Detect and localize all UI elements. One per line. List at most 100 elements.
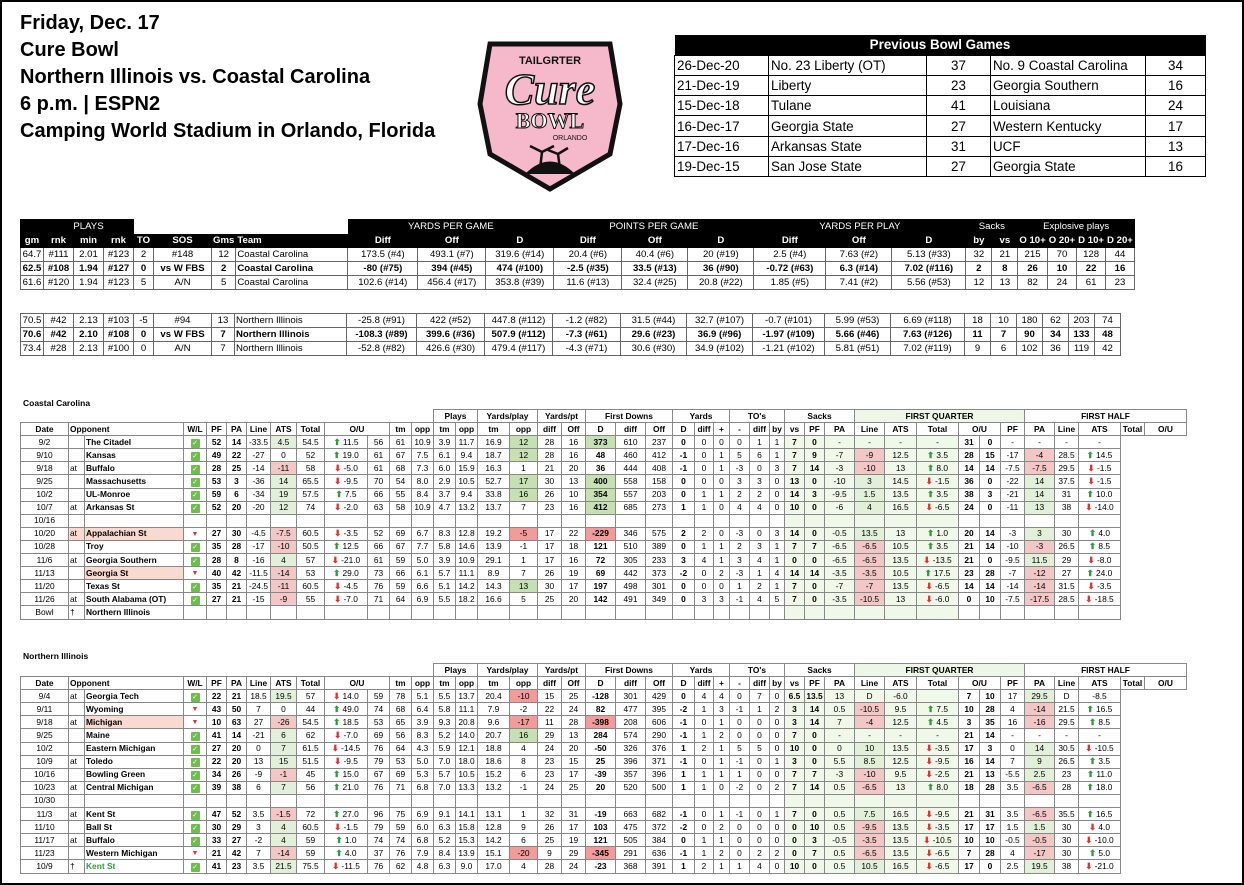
score: 30 xyxy=(226,526,247,541)
sack-diff: 3 xyxy=(729,474,750,489)
cell: 2 xyxy=(769,780,785,795)
stat-cell: -0.72 (#63) xyxy=(753,261,827,276)
opponent-name: Michigan xyxy=(84,715,184,730)
arrow-down-icon: ⬇ xyxy=(334,462,342,473)
arrow-down-icon: ⬇ xyxy=(332,860,340,871)
cell: 384 xyxy=(645,833,673,848)
h-over-under: ⬇ -14.0 xyxy=(1078,500,1121,515)
q-pa: 14 xyxy=(804,715,825,730)
matchup: Northern Illinois vs. Coastal Carolina xyxy=(20,66,371,88)
rate-cell: 19.2 xyxy=(477,526,510,541)
h-pa: 35 xyxy=(979,715,1001,730)
q-total: 10.5 xyxy=(884,539,917,555)
cell: 606 xyxy=(645,715,673,730)
stat-cell: 2.5 (#4) xyxy=(753,247,827,262)
q-line: 5.5 xyxy=(824,754,855,769)
h-over-under: ⬆ 3.5 xyxy=(1078,754,1121,769)
game-date: 11/26 xyxy=(20,592,69,607)
sack-diff xyxy=(729,605,750,620)
rate-cell: 13.2 xyxy=(455,500,478,515)
cell xyxy=(21,664,434,677)
cell: 16 xyxy=(561,448,586,463)
rate-cell xyxy=(455,793,478,809)
over-under: ⬆ 18.5 xyxy=(324,715,368,730)
ats: 7 xyxy=(270,741,297,756)
h-pf: 20 xyxy=(958,526,980,541)
h-pf xyxy=(958,793,980,809)
opponent-name: Arkansas St xyxy=(84,500,184,515)
stats-group-row: PLAYS YARDS PER GAME POINTS PER GAME YARDS … xyxy=(20,219,1135,234)
rate-cell: 11.7 xyxy=(455,435,478,450)
h-line: 7 xyxy=(1000,754,1025,769)
h-ats: -17.5 xyxy=(1024,592,1055,607)
rate-cell: 67 xyxy=(389,448,412,463)
cell: 2 xyxy=(749,487,770,502)
h-pf: 28 xyxy=(958,448,980,463)
cell: 0 xyxy=(749,715,770,730)
column-header: opp xyxy=(455,422,478,437)
score: 27 xyxy=(206,741,227,756)
stat-cell: 0 xyxy=(133,327,154,342)
opponent-name: Western Michigan xyxy=(84,846,184,861)
ats: -10 xyxy=(270,539,297,555)
column-header: diff xyxy=(694,422,714,437)
arrow-up-icon: ⬆ xyxy=(333,716,341,727)
cell: 1 xyxy=(713,859,730,874)
ats: 4 xyxy=(270,820,297,835)
stat-cell: 319.6 (#14) xyxy=(485,247,555,262)
rate-cell: 67 xyxy=(389,539,412,555)
loss-icon: ▼ xyxy=(191,706,199,714)
cell: 30 xyxy=(537,474,562,489)
cell: 2 xyxy=(713,846,730,861)
h-line: -21 xyxy=(1000,487,1025,502)
q-line: -3 xyxy=(824,461,855,476)
q-total: 16.5 xyxy=(884,859,917,874)
rate-cell: 18.2 xyxy=(455,592,478,607)
h-total: 30.5 xyxy=(1054,741,1079,756)
game-date: 10/2 xyxy=(20,487,69,502)
rate-cell xyxy=(433,605,456,620)
rate-cell: 7.7 xyxy=(411,539,434,555)
rate-cell: 9.6 xyxy=(477,715,510,730)
h-ats: 3 xyxy=(1024,526,1055,541)
total: 45 xyxy=(296,767,325,782)
first-down-diff: 13 xyxy=(509,579,538,594)
q-ats: -10 xyxy=(854,461,885,476)
rate-cell: 76 xyxy=(367,780,390,795)
game-site: at xyxy=(68,500,85,515)
game-date: Friday, Dec. 17 xyxy=(20,12,160,34)
first-down-diff: 6 xyxy=(509,833,538,848)
stat-cell: 474 (#100) xyxy=(485,261,555,276)
arrow-up-icon: ⬆ xyxy=(335,834,343,845)
rate-cell: 13.9 xyxy=(477,539,510,555)
column-header: tm xyxy=(477,422,510,437)
game-site xyxy=(68,728,85,743)
win-loss-icon: ✓ xyxy=(183,579,207,594)
rate-cell: 5.2 xyxy=(433,728,456,743)
q-pa: 0 xyxy=(804,474,825,489)
arrow-up-icon: ⬆ xyxy=(1088,528,1097,539)
total: 58 xyxy=(296,461,325,476)
q-total: 10.5 xyxy=(884,566,917,581)
stat-cell: 1.94 xyxy=(73,261,104,276)
cell: 346 xyxy=(615,526,646,541)
score: 29 xyxy=(226,820,247,835)
column-header: vs xyxy=(991,233,1019,248)
cell: 557 xyxy=(615,487,646,502)
rate-cell: 11.1 xyxy=(455,702,478,717)
column-header: Opponent xyxy=(68,422,184,437)
game-date: 11/17 xyxy=(20,833,69,848)
cell: 25 xyxy=(537,833,562,848)
cell: 21 xyxy=(537,461,562,476)
ats: 0 xyxy=(270,448,297,463)
cell: 301 xyxy=(645,579,673,594)
cell: 1 xyxy=(769,553,785,568)
cell: 0 xyxy=(694,566,714,581)
stat-cell: 13 xyxy=(211,313,235,328)
cell: 373 xyxy=(645,566,673,581)
cell: 0 xyxy=(694,448,714,463)
score: 35 xyxy=(206,539,227,555)
h-total: 26.5 xyxy=(1054,754,1079,769)
stat-cell: 9 xyxy=(964,341,991,356)
cell xyxy=(749,605,770,620)
